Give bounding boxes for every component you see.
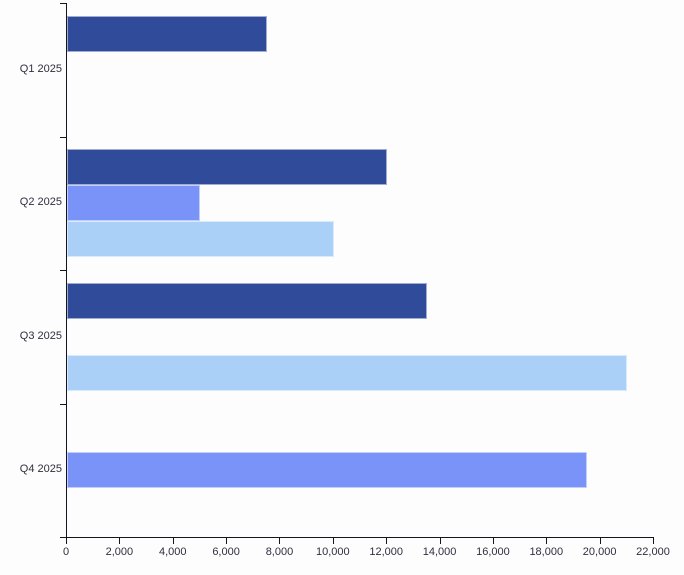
bar-q3-2025-series-3[interactable] <box>67 354 628 391</box>
x-axis-tick <box>599 538 601 544</box>
x-axis-tick <box>119 538 121 544</box>
x-axis-tick-label: 4,000 <box>158 546 187 558</box>
y-axis-category-label: Q3 2025 <box>19 329 62 342</box>
y-axis-category-label: Q4 2025 <box>19 463 62 476</box>
x-axis-tick-label: 2,000 <box>105 546 134 558</box>
y-axis-category-label: Q2 2025 <box>19 196 62 209</box>
x-axis-tick <box>653 538 654 544</box>
x-axis-tick <box>172 538 174 544</box>
x-axis-line <box>60 537 654 538</box>
x-axis-tick <box>66 538 67 544</box>
bar-q4-2025-series-2[interactable] <box>67 452 588 489</box>
x-axis-tick-label: 16,000 <box>476 546 510 558</box>
x-axis-tick <box>279 538 281 544</box>
x-axis-tick-label: 6,000 <box>212 546 240 558</box>
y-axis-category-label: Q1 2025 <box>19 62 62 75</box>
x-axis-tick-label: 22,000 <box>636 546 670 558</box>
y-axis-tick <box>60 537 67 538</box>
x-axis-tick <box>332 538 334 544</box>
x-axis-tick-label: 18,000 <box>529 546 564 558</box>
bar-q3-2025-series-1[interactable] <box>67 282 428 319</box>
x-axis-tick <box>386 538 388 544</box>
y-axis-tick <box>60 403 67 405</box>
x-axis-tick <box>546 538 548 544</box>
y-axis-tick <box>60 3 67 4</box>
y-axis-tick <box>60 270 67 271</box>
x-axis-tick-label: 12,000 <box>369 546 403 558</box>
bar-q1-2025-series-1[interactable] <box>67 15 268 52</box>
bar-q2-2025-series-1[interactable] <box>67 149 388 186</box>
x-axis-tick-label: 0 <box>62 546 70 558</box>
x-axis-tick <box>226 538 228 544</box>
x-axis-tick-label: 20,000 <box>582 546 617 558</box>
bar-q2-2025-series-2[interactable] <box>67 185 201 222</box>
bar-q2-2025-series-3[interactable] <box>67 221 334 258</box>
x-axis-tick-label: 14,000 <box>422 546 457 558</box>
y-axis-tick <box>60 136 67 138</box>
x-axis-tick <box>492 538 494 544</box>
x-axis-tick-label: 10,000 <box>315 546 350 558</box>
x-axis-tick-label: 8,000 <box>265 546 294 558</box>
x-axis-tick <box>439 538 441 544</box>
